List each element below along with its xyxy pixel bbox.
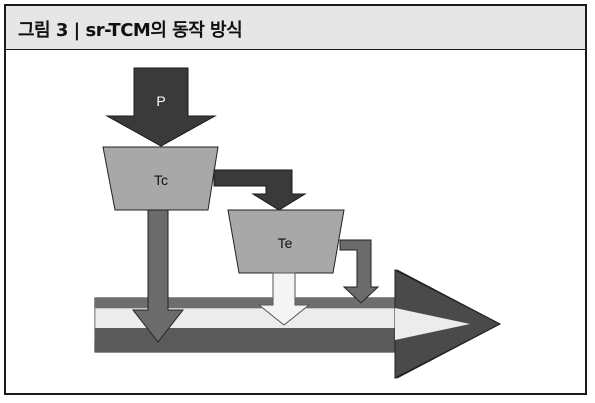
p-arrow-shape [105, 67, 217, 147]
te-bucket-shape [227, 209, 345, 274]
tc-label: Tc [154, 172, 168, 188]
te-label: Te [278, 235, 293, 251]
tc-bucket-shape [102, 146, 219, 211]
tc-bucket: Tc [102, 146, 219, 211]
tc-overflow-arrow [213, 169, 307, 211]
te-bucket: Te [227, 209, 345, 274]
te-drain-arrow [257, 272, 311, 326]
te-overflow-arrow [339, 239, 380, 304]
tc-drain-arrow [131, 209, 185, 343]
figure-title-bar: 그림 3 | sr-TCM의 동작 방식 [6, 6, 585, 50]
figure-title: 그림 3 | sr-TCM의 동작 방식 [18, 20, 243, 41]
p-label: P [156, 93, 165, 109]
tc-drain-arrow-shape [131, 209, 185, 343]
output-arrow-upper-band [95, 298, 395, 308]
output-arrow [94, 269, 502, 379]
te-overflow-arrow-shape [339, 239, 380, 304]
tc-overflow-arrow-shape [213, 169, 307, 211]
p-arrow: P [105, 67, 217, 147]
te-drain-arrow-shape [257, 272, 311, 326]
output-arrow-head-light [395, 308, 470, 340]
output-arrow-lower-band [95, 328, 405, 352]
